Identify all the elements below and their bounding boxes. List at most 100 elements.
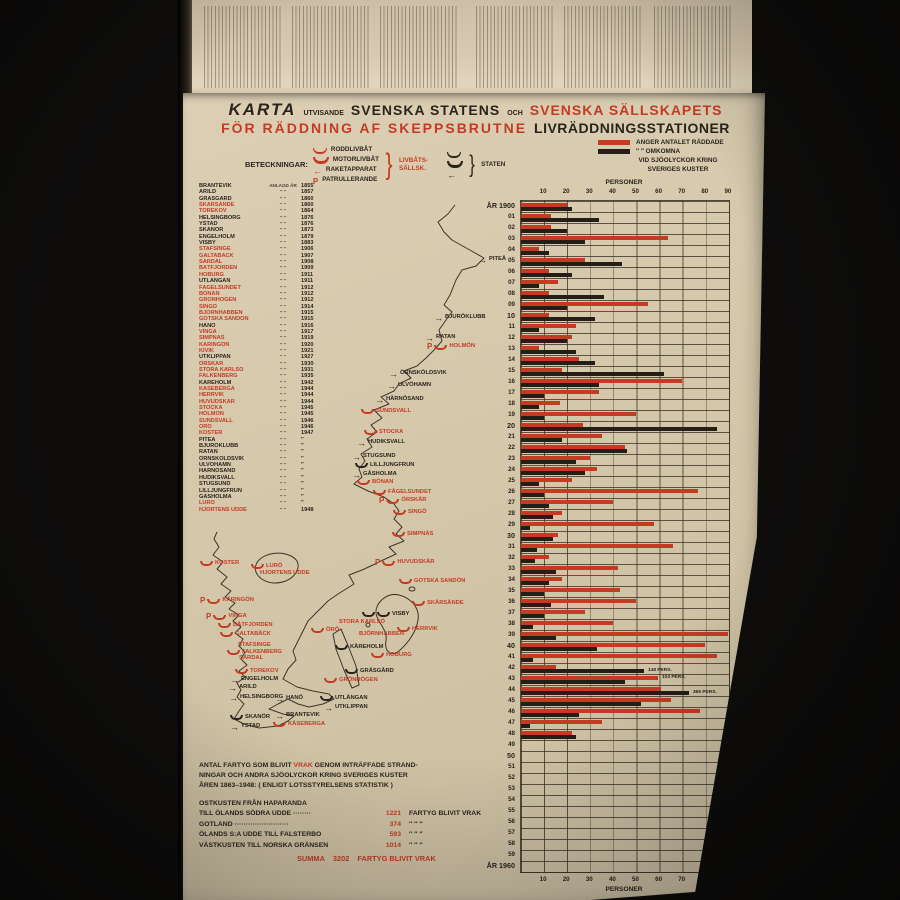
lifeboat-hull-icon xyxy=(218,623,231,629)
map-label-vinga: P VINGA xyxy=(206,612,247,621)
year-label: 05 xyxy=(508,257,515,264)
year-label: 41 xyxy=(508,653,515,660)
map-label-arild: → ARILD xyxy=(228,683,257,693)
x-tick-80: 80 xyxy=(701,876,709,883)
lifeboat-hull-icon xyxy=(364,430,377,436)
bar-perished-1912 xyxy=(521,339,567,343)
bar-perished-1947 xyxy=(521,724,531,728)
map-label-engelholm: → ENGELHOLM xyxy=(230,675,279,685)
bar-perished-1907 xyxy=(521,284,540,288)
wreck-stat-row: VÄSTKUSTEN TILL NORSKA GRÄNSEN 1014 ″ ″ ″ xyxy=(199,841,529,852)
map-label-g-sholma: → GÅSHOLMA xyxy=(352,470,397,480)
lifeboat-hull-icon xyxy=(220,632,233,638)
bar-rescued-1935 xyxy=(521,587,620,592)
bar-perished-1939 xyxy=(521,636,556,640)
bar-perished-1937 xyxy=(521,614,544,618)
bar-perished-1916 xyxy=(521,383,600,387)
bar-value-annotation: 148 PERS. xyxy=(648,668,672,673)
book-page-text-column xyxy=(380,6,458,88)
wreck-stat-row: GOTLAND ························ 374 ″ ″ ″ xyxy=(199,820,529,831)
map-label-ratan: → RATAN xyxy=(425,333,456,343)
bar-perished-1942 xyxy=(521,669,644,673)
bar-perished-1910 xyxy=(521,317,595,321)
year-label: 03 xyxy=(508,235,515,242)
bar-rescued-1912 xyxy=(521,334,572,339)
pointer-arrow-icon: → xyxy=(324,703,333,713)
motor-lifeboat-icon xyxy=(447,161,464,168)
bar-rescued-1931 xyxy=(521,543,673,548)
map-label-falkenberg: FALKENBERG xyxy=(227,649,282,656)
map-label-ystad: → YSTAD xyxy=(230,722,261,732)
bar-rescued-1944 xyxy=(521,686,661,691)
book-page-text-column xyxy=(564,6,642,88)
bar-rescued-1922 xyxy=(521,444,625,449)
wreck-count: 1014 xyxy=(385,841,401,849)
bar-rescued-1904 xyxy=(521,246,540,251)
bar-perished-1914 xyxy=(521,361,595,365)
lifeboat-hull-icon xyxy=(235,669,248,675)
bar-rescued-1928 xyxy=(521,510,563,515)
year-label: 47 xyxy=(508,719,515,726)
bar-perished-1931 xyxy=(521,548,538,552)
pointer-arrow-icon: → xyxy=(229,693,238,703)
patrol-p-icon: P xyxy=(379,496,385,505)
legend-group-sallskapet: LIVBÅTS- SÄLLSK. xyxy=(399,157,429,172)
year-label: 48 xyxy=(508,730,515,737)
lifeboat-hull-icon xyxy=(357,480,370,486)
lifeboat-hull-icon xyxy=(382,560,396,566)
bar-perished-1922 xyxy=(521,449,627,453)
year-label: 30 xyxy=(507,531,515,540)
map-label-sk-rs-nde: SKÄRSÄNDE xyxy=(412,600,464,607)
year-label: 09 xyxy=(508,301,515,308)
x-tick-90: 90 xyxy=(724,188,732,195)
year-label: 40 xyxy=(507,641,515,650)
page-title: KARTA UTVISANDE SVENSKA STATENS OCH SVEN… xyxy=(221,100,730,136)
map-label-ulv-hamn: → ULVÖHAMN xyxy=(387,381,432,391)
brace: } xyxy=(469,150,475,178)
bar-perished-1921 xyxy=(521,438,563,442)
bar-perished-1908 xyxy=(521,295,604,299)
x-tick-50: 50 xyxy=(632,188,639,195)
bar-perished-1920 xyxy=(521,427,717,431)
year-label: 19 xyxy=(508,411,515,418)
bar-rescued-1940 xyxy=(521,642,705,647)
bar-perished-1919 xyxy=(521,416,544,420)
map-label-h-rn-sand: → HÄRNÖSAND xyxy=(375,395,424,405)
year-label: 11 xyxy=(508,323,515,330)
map-label-helsingborg: → HELSINGBORG xyxy=(229,693,284,703)
bar-rescued-1937 xyxy=(521,609,586,614)
lifeboat-hull-icon xyxy=(355,463,368,469)
bar-perished-1904 xyxy=(521,251,549,255)
map-label-hjortens-udde: HJORTENS UDDE xyxy=(260,570,310,576)
x-tick-60: 60 xyxy=(655,188,663,195)
book-pages-top xyxy=(192,0,752,96)
year-label: 49 xyxy=(508,741,515,748)
year-label: 06 xyxy=(508,268,515,275)
map-label-k-ring-n: P KÄRINGÖN xyxy=(200,596,254,605)
x-tick-40: 40 xyxy=(608,188,616,195)
lifeboat-hull-icon xyxy=(320,696,333,702)
lifeboat-hull-icon xyxy=(230,715,243,721)
bar-rescued-1936 xyxy=(521,598,636,603)
legend-group-staten: STATEN xyxy=(481,160,506,168)
map-label-sing-: SINGÖ xyxy=(393,509,427,516)
bar-rescued-1918 xyxy=(521,400,561,405)
map-label-utklippan: → UTKLIPPAN xyxy=(324,703,368,713)
station-year: 1855 xyxy=(301,183,314,189)
map-label--rnsk-ldsvik: → ÖRNSKÖLDSVIK xyxy=(389,369,447,379)
year-label: 34 xyxy=(508,576,515,583)
lifeboat-hull-icon xyxy=(311,628,324,634)
bar-rescued-1916 xyxy=(521,378,682,383)
bar-perished-1926 xyxy=(521,493,544,497)
map-label-huvudsk-r: P HUVUDSKÄR xyxy=(375,558,435,567)
year-label: 44 xyxy=(508,686,515,693)
year-label: 45 xyxy=(508,697,515,704)
bar-rescued-1927 xyxy=(521,499,613,504)
legend-item: ← RAKETAPPARAT xyxy=(313,165,379,175)
map-label-skan-r: SKANÖR xyxy=(230,714,270,721)
bar-perished-1925 xyxy=(521,482,540,486)
pointer-arrow-icon: → xyxy=(357,438,366,448)
year-label: 01 xyxy=(508,213,515,220)
lifeboat-hull-icon xyxy=(373,490,386,496)
bar-rescued-1902 xyxy=(521,224,551,229)
